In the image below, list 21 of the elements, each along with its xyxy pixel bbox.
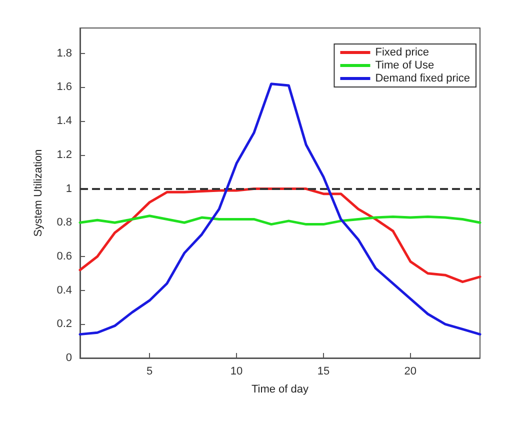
y-tick-label: 1.2 bbox=[56, 148, 72, 161]
line-series bbox=[78, 214, 482, 226]
y-tick-label: 1.6 bbox=[56, 81, 72, 94]
x-tick-label: 15 bbox=[317, 366, 330, 378]
y-tick-label: 1.8 bbox=[56, 47, 72, 60]
x-tick-label: 10 bbox=[230, 366, 243, 378]
x-tick-label: 5 bbox=[146, 366, 153, 378]
line-series bbox=[78, 82, 482, 336]
y-tick-label: 0.6 bbox=[56, 250, 72, 262]
x-tick-label: 20 bbox=[404, 366, 417, 378]
y-axis-title: System Utilization bbox=[32, 149, 44, 237]
y-tick-label: 0.4 bbox=[56, 284, 72, 296]
legend-label: Fixed price bbox=[375, 46, 430, 58]
y-tick-label: 0.8 bbox=[56, 216, 72, 229]
y-tick-label: 1.4 bbox=[56, 115, 72, 128]
y-tick-label: 1 bbox=[66, 182, 72, 195]
x-axis-title: Time of day bbox=[251, 384, 310, 396]
legend-label: Demand fixed price bbox=[375, 72, 470, 84]
y-tick-label: 0.2 bbox=[56, 318, 72, 330]
legend-label: Time of Use bbox=[375, 60, 434, 72]
y-tick-label: 0 bbox=[66, 352, 72, 364]
